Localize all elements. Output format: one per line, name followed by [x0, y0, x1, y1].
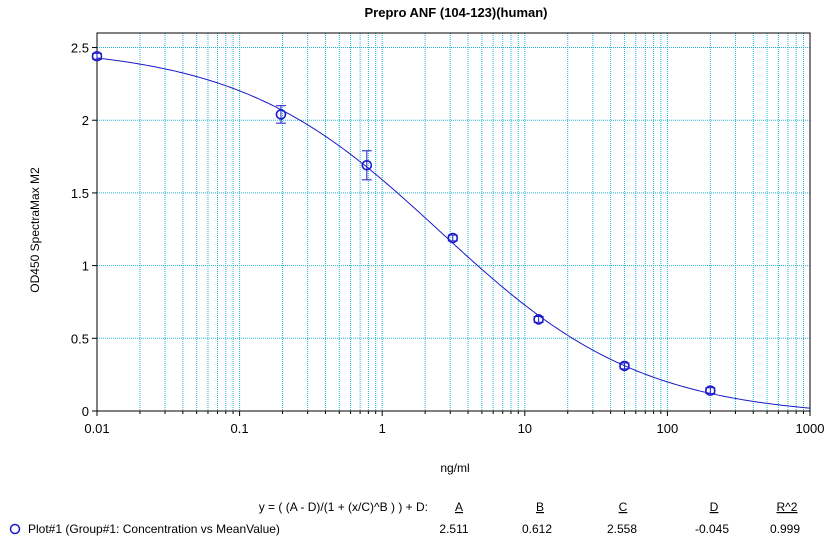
value-r2: 0.999 — [770, 522, 800, 536]
y-tick-label: 1.5 — [71, 186, 89, 201]
y-tick-label: 2.5 — [71, 41, 89, 56]
plot-frame — [96, 32, 811, 412]
header-d: D — [710, 500, 719, 514]
x-tick-labels: 0.01 0.1 1 10 100 1000 — [84, 421, 824, 436]
data-point-marker — [619, 360, 630, 372]
y-tick-label: 1 — [82, 259, 89, 274]
axes — [92, 32, 811, 416]
data-point-marker — [533, 314, 544, 325]
header-r2: R^2 — [777, 500, 798, 514]
y-tick-label: 0.5 — [71, 331, 89, 346]
y-tick-label: 0 — [82, 404, 89, 419]
header-c: C — [619, 500, 628, 514]
value-a: 2.511 — [439, 522, 468, 536]
x-tick-label: 1 — [379, 421, 386, 436]
data-point — [705, 385, 716, 396]
x-tick-label: 10 — [518, 421, 532, 436]
y-tick-labels: 0 0.5 1 1.5 2 2.5 — [71, 41, 89, 419]
data-point — [275, 105, 287, 124]
legend-marker-icon — [9, 523, 21, 535]
x-tick-label: 0.1 — [231, 421, 249, 436]
header-a: A — [455, 500, 463, 514]
chart-title: Prepro ANF (104-123)(human) — [365, 5, 548, 20]
value-c: 2.558 — [607, 522, 637, 536]
data-point — [361, 150, 373, 181]
y-axis-label: OD450 SpectraMax M2 — [28, 167, 42, 293]
data-point-marker — [361, 160, 373, 171]
fit-curve-line — [96, 57, 811, 409]
data-point — [533, 314, 544, 325]
data-point-marker — [91, 50, 103, 62]
data-point-marker — [275, 109, 287, 120]
data-point — [619, 360, 630, 372]
data-points — [91, 50, 716, 396]
data-point — [91, 50, 103, 62]
data-point — [447, 232, 459, 244]
grid-lines — [97, 33, 810, 411]
data-point-marker — [447, 232, 459, 244]
x-axis-label: ng/ml — [440, 461, 469, 475]
x-tick-label: 0.01 — [84, 421, 109, 436]
value-d: -0.045 — [695, 522, 729, 536]
header-b: B — [536, 500, 544, 514]
y-tick-label: 2 — [82, 113, 89, 128]
data-point-marker — [705, 385, 716, 396]
fit-equation: y = ( (A - D)/(1 + (x/C)^B ) ) + D: — [259, 500, 428, 514]
x-tick-label: 1000 — [796, 421, 825, 436]
legend-label: Plot#1 (Group#1: Concentration vs MeanVa… — [28, 522, 280, 536]
fit-curve — [96, 57, 811, 409]
value-b: 0.612 — [522, 522, 552, 536]
x-tick-label: 100 — [657, 421, 679, 436]
